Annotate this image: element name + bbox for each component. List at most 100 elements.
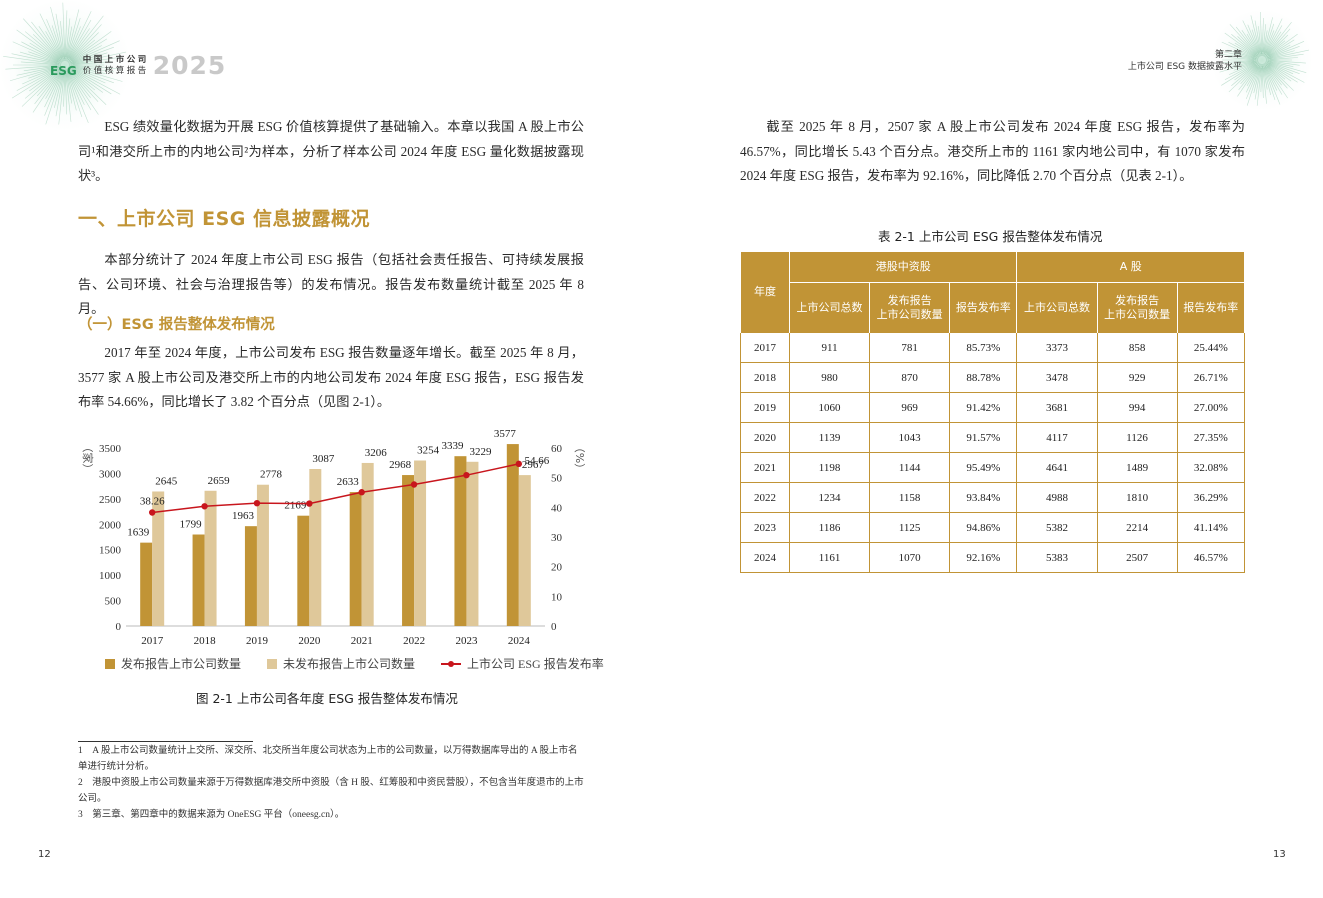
table-cell: 85.73% xyxy=(949,332,1018,363)
table-cell: 994 xyxy=(1096,392,1178,423)
x-tick: 2021 xyxy=(351,635,373,647)
figure-caption: 图 2-1 上市公司各年度 ESG 报告整体发布情况 xyxy=(196,691,458,706)
intro-paragraph: ESG 绩效量化数据为开展 ESG 价值核算提供了基础输入。本章以我国 A 股上… xyxy=(78,119,584,183)
table-cell: 3681 xyxy=(1016,392,1098,423)
bar-label: 1639 xyxy=(127,527,150,539)
table-cell: 1810 xyxy=(1096,482,1178,513)
table-cell: 1060 xyxy=(788,392,871,423)
y2-tick: 30 xyxy=(551,532,563,544)
burst-rays-icon xyxy=(1214,12,1310,106)
table-cell: 1186 xyxy=(788,512,871,543)
report-brand: ESG 中国上市公司 价值核算报告 2025 xyxy=(50,51,226,80)
table-cell: 2507 xyxy=(1096,542,1178,573)
bar-label: 1963 xyxy=(232,510,255,522)
table-cell: 41.14% xyxy=(1176,512,1246,543)
table-caption: 表 2-1 上市公司 ESG 报告整体发布情况 xyxy=(878,229,1103,244)
y2-tick: 0 xyxy=(551,621,557,633)
bar-label: 3254 xyxy=(417,445,440,457)
right-paragraph: 截至 2025 年 8 月，2507 家 A 股上市公司发布 2024 年度 E… xyxy=(740,119,1245,183)
table-cell: 980 xyxy=(788,362,871,393)
legend-label: 上市公司 ESG 报告发布率 xyxy=(467,657,604,671)
table-cell: 1198 xyxy=(788,452,871,483)
table-cell: 781 xyxy=(869,332,951,363)
y2-tick: 60 xyxy=(551,443,563,455)
bar-label: 3577 xyxy=(494,428,517,440)
bar-label: 3339 xyxy=(441,440,464,452)
rate-marker xyxy=(201,503,208,510)
rate-marker xyxy=(148,509,156,516)
year-cell: 2020 xyxy=(740,422,790,453)
footnote-2: 2 港股中资股上市公司数量来源于万得数据库港交所中资股（含 H 股、红筹股和中资… xyxy=(78,778,584,804)
bar-label: 3229 xyxy=(469,446,492,458)
legend-item-rate: 上市公司 ESG 报告发布率 xyxy=(441,655,604,672)
y2-tick: 40 xyxy=(551,502,563,514)
table-cell: 969 xyxy=(869,392,951,423)
bar-label: 2633 xyxy=(337,476,360,488)
y-tick: 1000 xyxy=(99,570,122,582)
table-row: 2021 1198 1144 95.49% 4641 1489 32.08% xyxy=(740,452,1246,483)
bar-label: 2967 xyxy=(522,459,545,471)
esg-badge: ESG xyxy=(50,63,77,78)
rate-marker xyxy=(410,481,418,488)
chapter-number: 第二章 xyxy=(1214,50,1242,60)
bar-label: 2169 xyxy=(284,500,307,512)
legend-swatch-light xyxy=(267,658,278,669)
year-cell: 2018 xyxy=(740,362,790,393)
bar-published xyxy=(454,456,467,626)
decorative-burst-right xyxy=(1212,10,1312,110)
subsection-paragraph: 2017 年至 2024 年度，上市公司发布 ESG 报告数量逐年增长。截至 2… xyxy=(78,345,584,409)
rate-marker xyxy=(306,500,313,507)
bar-published xyxy=(140,542,153,626)
x-tick: 2019 xyxy=(246,635,269,647)
page-number-left: 12 xyxy=(38,849,51,860)
brand-line-2: 价值核算报告 xyxy=(82,65,149,76)
burst-rays-icon xyxy=(3,2,127,125)
table-cell: 92.16% xyxy=(949,542,1018,573)
bar-published xyxy=(297,515,310,626)
table-row: 2020 1139 1043 91.57% 4117 1126 27.35% xyxy=(740,422,1246,453)
table-cell: 25.44% xyxy=(1176,332,1246,363)
legend-label: 未发布报告上市公司数量 xyxy=(283,657,416,671)
x-tick: 2020 xyxy=(298,635,321,647)
bar-published xyxy=(244,526,257,626)
bar-unpublished xyxy=(361,462,374,626)
header-group-a: A 股 xyxy=(1016,251,1245,283)
bar-label: 3206 xyxy=(365,447,388,459)
bar-line-chart: 0 500 1000 1500 2000 2500 3000 3500 0 10 20 30 40 50 6… xyxy=(81,428,586,647)
bar-unpublished xyxy=(152,491,165,626)
y2-tick: 20 xyxy=(551,562,563,574)
header-group-hk: 港股中资股 xyxy=(788,251,1018,283)
y2-tick: 50 xyxy=(551,473,563,485)
year-cell: 2022 xyxy=(740,482,790,513)
bar-label: 2659 xyxy=(208,475,231,487)
x-tick: 2017 xyxy=(141,635,164,647)
y-tick: 2000 xyxy=(99,519,122,531)
x-tick: 2023 xyxy=(455,635,478,647)
y-tick: 3000 xyxy=(99,468,122,480)
chapter-header: 第二章 上市公司 ESG 数据披露水平 xyxy=(1128,49,1242,73)
section-paragraph: 本部分统计了 2024 年度上市公司 ESG 报告（包括社会责任报告、可持续发展… xyxy=(78,252,584,316)
legend-label: 发布报告上市公司数量 xyxy=(121,657,242,671)
table-cell: 27.35% xyxy=(1176,422,1246,453)
sub-header: 报告发布率 xyxy=(1176,282,1246,333)
bar-unpublished xyxy=(414,460,427,626)
y2-tick: 10 xyxy=(551,591,563,603)
bar-label: 3087 xyxy=(312,453,335,465)
rate-label: 38.26 xyxy=(140,495,165,507)
table-cell: 870 xyxy=(869,362,951,393)
brand-year: 2025 xyxy=(152,51,227,80)
sub-header: 发布报告 上市公司数量 xyxy=(1096,282,1178,333)
bar-unpublished xyxy=(466,461,479,626)
table-cell: 46.57% xyxy=(1176,542,1246,573)
footnote-1: 1 A 股上市公司数量统计上交所、深交所、北交所当年度公司状态为上市的公司数量，… xyxy=(78,746,578,772)
table-cell: 1489 xyxy=(1096,452,1178,483)
table-cell: 2214 xyxy=(1096,512,1178,543)
table-row: 2018 980 870 88.78% 3478 929 26.71% xyxy=(740,362,1246,393)
table-cell: 26.71% xyxy=(1176,362,1246,393)
y-tick: 0 xyxy=(116,621,122,633)
x-tick: 2024 xyxy=(508,635,531,647)
year-cell: 2023 xyxy=(740,512,790,543)
brand-text: 中国上市公司 价值核算报告 xyxy=(83,55,149,77)
table-cell: 93.84% xyxy=(949,482,1018,513)
year-cell: 2019 xyxy=(740,392,790,423)
